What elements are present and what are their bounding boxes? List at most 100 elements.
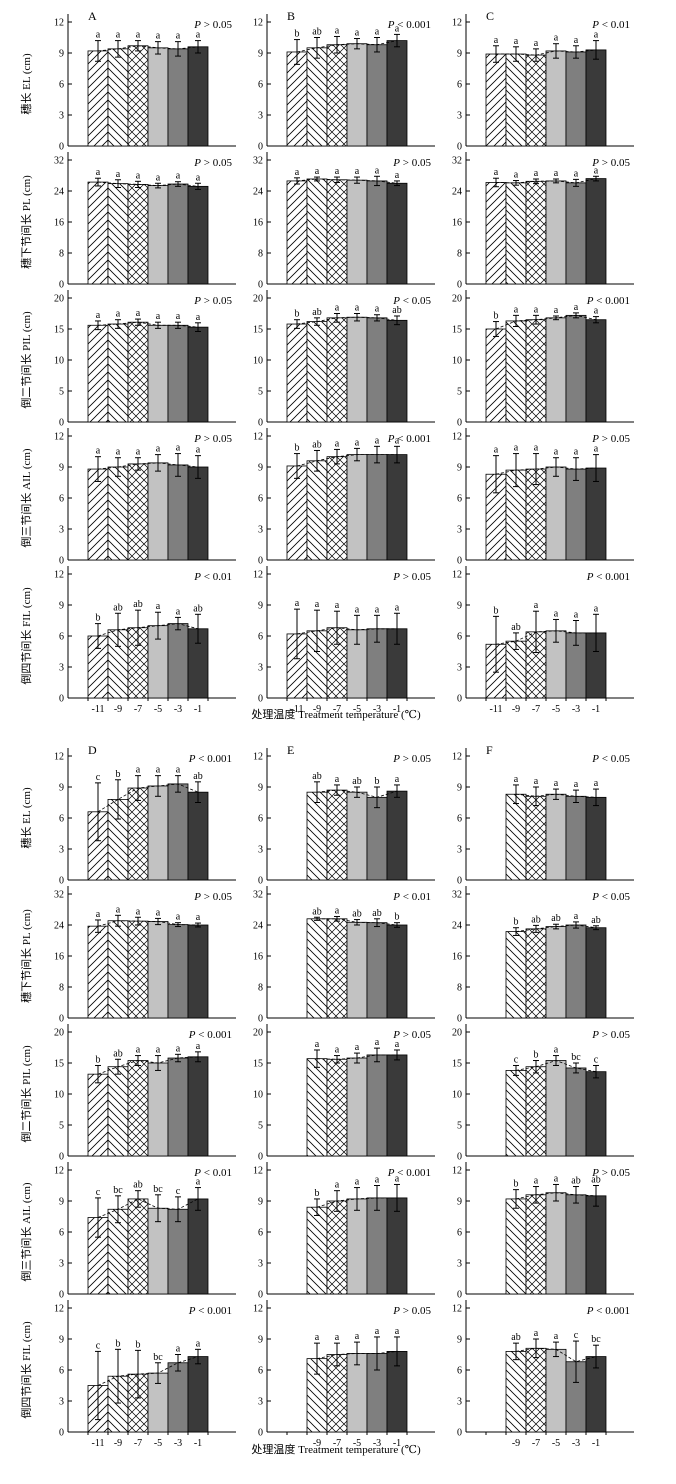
y-tick-label: 0 xyxy=(59,1152,64,1163)
y-tick-label: 8 xyxy=(258,249,263,260)
y-tick-label: 9 xyxy=(457,1335,462,1346)
x-tick-label: -9 xyxy=(313,704,321,715)
significance-letter: a xyxy=(554,608,559,619)
bar xyxy=(545,1192,567,1295)
x-tick-label: -7 xyxy=(333,704,341,715)
bar xyxy=(167,324,189,423)
y-tick-label: 16 xyxy=(452,218,462,229)
x-tick-label: -5 xyxy=(552,1438,560,1449)
significance-letter: a xyxy=(395,435,400,446)
bar xyxy=(107,466,129,561)
y-tick-label: 12 xyxy=(253,18,263,29)
y-tick-label: 16 xyxy=(253,218,263,229)
significance-letter: a xyxy=(574,168,579,179)
significance-letter: b xyxy=(295,443,300,454)
bar xyxy=(505,53,527,147)
y-tick-label: 3 xyxy=(59,845,64,856)
bar xyxy=(585,1071,607,1157)
significance-letter: a xyxy=(534,38,539,49)
significance-letter: a xyxy=(355,1042,360,1053)
y-tick-label: 0 xyxy=(59,876,64,887)
significance-letter: a xyxy=(196,1177,201,1188)
y-tick-label: 0 xyxy=(59,142,64,153)
significance-letter: a xyxy=(534,1176,539,1187)
significance-letter: a xyxy=(554,1045,559,1056)
p-value: P > 0.05 xyxy=(392,571,431,583)
significance-letter: c xyxy=(96,1340,101,1351)
bar xyxy=(386,1054,408,1157)
y-tick-label: 9 xyxy=(59,783,64,794)
trend-line xyxy=(515,1060,597,1073)
bar xyxy=(167,48,189,147)
significance-letter: a xyxy=(176,311,181,322)
bar xyxy=(366,1054,388,1157)
trend-line xyxy=(97,783,199,813)
bar xyxy=(565,51,587,147)
y-tick-label: 0 xyxy=(258,556,263,567)
y-axis-label: 倒三节间长 AIL (cm) xyxy=(20,1182,33,1282)
x-tick-label: -11 xyxy=(92,1438,105,1449)
bar xyxy=(485,182,507,285)
x-tick-label: -7 xyxy=(532,1438,540,1449)
significance-letter: a xyxy=(176,1043,181,1054)
y-tick-label: 0 xyxy=(258,694,263,705)
significance-letter: ab xyxy=(591,915,600,926)
subplot-A-row3: 0 5 10 15 20 倒二节间长 PIL (cm) P > 0.05 a a a a a a xyxy=(20,290,236,429)
y-tick-label: 12 xyxy=(452,570,462,581)
bar xyxy=(326,456,348,561)
y-tick-label: 8 xyxy=(59,249,64,260)
y-tick-label: 0 xyxy=(258,418,263,429)
y-axis-label: 倒二节间长 PIL (cm) xyxy=(20,1045,33,1143)
significance-letter: a xyxy=(534,304,539,315)
x-tick-label: -7 xyxy=(333,1438,341,1449)
significance-letter: a xyxy=(196,445,201,456)
bar xyxy=(187,924,209,1019)
significance-letter: c xyxy=(514,1054,519,1065)
y-tick-label: 6 xyxy=(258,814,263,825)
bar xyxy=(286,51,308,147)
significance-letter: a xyxy=(156,601,161,612)
significance-letter: a xyxy=(176,443,181,454)
bar xyxy=(386,924,408,1019)
x-tick-label: -1 xyxy=(194,1438,202,1449)
y-axis-label: 倒二节间长 PIL (cm) xyxy=(20,311,33,409)
bar xyxy=(585,927,607,1019)
bar xyxy=(87,324,109,423)
significance-letter: ab xyxy=(511,622,520,633)
bar xyxy=(505,1198,527,1295)
p-value: P < 0.001 xyxy=(387,433,431,445)
bar xyxy=(366,44,388,147)
significance-letter: ab xyxy=(113,1048,122,1059)
panel-label: D xyxy=(88,743,97,757)
x-tick-label: -5 xyxy=(353,704,361,715)
significance-letter: a xyxy=(395,1039,400,1050)
significance-letter: a xyxy=(554,778,559,789)
significance-letter: a xyxy=(554,168,559,179)
bar xyxy=(187,1056,209,1157)
bar xyxy=(147,785,169,881)
p-value: P > 0.05 xyxy=(193,19,232,31)
significance-letter: bc xyxy=(153,1352,163,1363)
x-tick-label: -7 xyxy=(134,704,142,715)
y-tick-label: 6 xyxy=(59,494,64,505)
significance-letter: a xyxy=(335,303,340,314)
significance-letter: bc xyxy=(571,1052,581,1063)
significance-letter: a xyxy=(514,443,519,454)
p-value: P < 0.001 xyxy=(586,295,630,307)
y-tick-label: 6 xyxy=(457,632,462,643)
bar xyxy=(565,314,587,423)
y-tick-label: 15 xyxy=(253,1059,263,1070)
bar xyxy=(585,796,607,881)
bar xyxy=(127,1198,149,1295)
significance-letter: a xyxy=(335,166,340,177)
p-value: P > 0.05 xyxy=(591,433,630,445)
p-value: P < 0.01 xyxy=(193,571,232,583)
x-tick-label: -3 xyxy=(174,1438,182,1449)
y-tick-label: 32 xyxy=(54,890,64,901)
subplot-E-row1: 0 3 6 9 12 E P > 0.05 ab a ab b a xyxy=(253,743,435,887)
significance-letter: a xyxy=(156,311,161,322)
p-value: P > 0.05 xyxy=(193,433,232,445)
significance-letter: a xyxy=(96,909,101,920)
